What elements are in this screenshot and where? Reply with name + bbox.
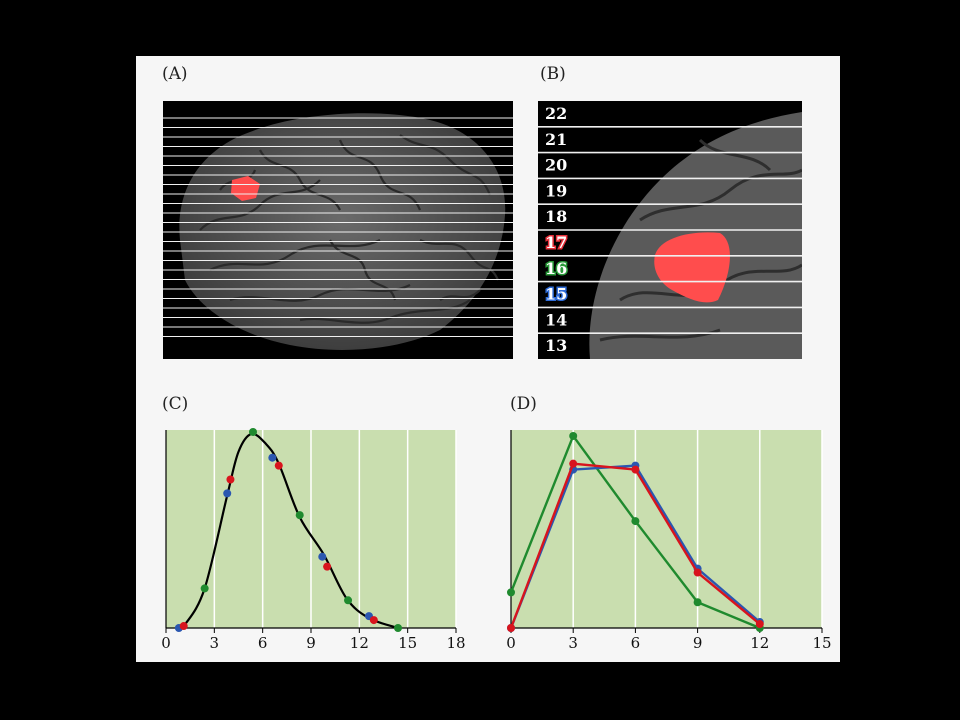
slice-number-15: 15 <box>545 285 567 304</box>
slice-number-16: 16 <box>545 259 567 278</box>
point-red <box>179 622 188 631</box>
x-tick-label: 3 <box>568 634 578 652</box>
x-tick-label: 9 <box>693 634 703 652</box>
slice-lines <box>163 117 513 338</box>
panel-b-label: (B) <box>540 64 566 84</box>
slice-number-13: 13 <box>545 336 567 355</box>
slice-number-17: 17 <box>545 233 567 252</box>
slice-number-21: 21 <box>545 130 567 149</box>
x-tick-label: 6 <box>631 634 641 652</box>
point-green <box>200 584 209 593</box>
point-red <box>693 568 702 577</box>
point-blue <box>223 489 232 498</box>
point-green <box>631 517 640 526</box>
slice-number-20: 20 <box>545 156 567 175</box>
x-tick-label: 12 <box>350 634 369 652</box>
panel-c-label: (C) <box>162 394 189 414</box>
panel-b-zoomed-image: 22 21 20 19 18 17 16 15 14 13 <box>538 101 802 359</box>
x-tick-label: 12 <box>750 634 769 652</box>
slice-number-18: 18 <box>545 207 567 226</box>
point-green <box>295 511 304 520</box>
point-green <box>394 624 402 632</box>
x-tick-label: 3 <box>210 634 220 652</box>
point-green <box>693 598 702 607</box>
point-green <box>569 431 578 440</box>
x-tick-label: 6 <box>258 634 268 652</box>
x-tick-label: 0 <box>506 634 516 652</box>
point-red <box>369 616 378 625</box>
point-blue <box>318 552 327 561</box>
point-red <box>569 459 578 468</box>
panel-a-brain-image <box>163 101 513 359</box>
slice-numbers: 22 21 20 19 18 17 16 15 14 13 <box>544 104 569 355</box>
point-green <box>507 588 515 597</box>
chart-c: 0 3 6 9 12 15 18 <box>161 427 466 652</box>
x-tick-label: 15 <box>398 634 417 652</box>
point-red <box>631 465 640 474</box>
point-green <box>344 596 353 605</box>
plot-area <box>511 430 822 628</box>
panel-d-label: (D) <box>510 394 537 414</box>
x-tick-label: 18 <box>446 634 465 652</box>
slice-number-14: 14 <box>545 310 567 329</box>
zoomed-slice-lines <box>538 126 802 335</box>
point-red <box>274 461 283 470</box>
point-red <box>755 620 764 629</box>
chart-d: 0 3 6 9 12 15 <box>506 430 832 652</box>
point-blue <box>268 453 277 462</box>
slice-number-22: 22 <box>545 104 567 123</box>
activation-region <box>231 176 260 201</box>
slice-number-19: 19 <box>545 181 567 200</box>
x-tick-label: 0 <box>161 634 171 652</box>
point-red <box>226 475 235 484</box>
point-green <box>249 427 257 436</box>
x-tick-label: 9 <box>306 634 316 652</box>
point-red <box>507 624 515 632</box>
panel-a-label: (A) <box>162 64 188 84</box>
x-tick-label: 15 <box>812 634 831 652</box>
point-red <box>323 562 332 571</box>
zoomed-activation-region <box>654 232 730 303</box>
